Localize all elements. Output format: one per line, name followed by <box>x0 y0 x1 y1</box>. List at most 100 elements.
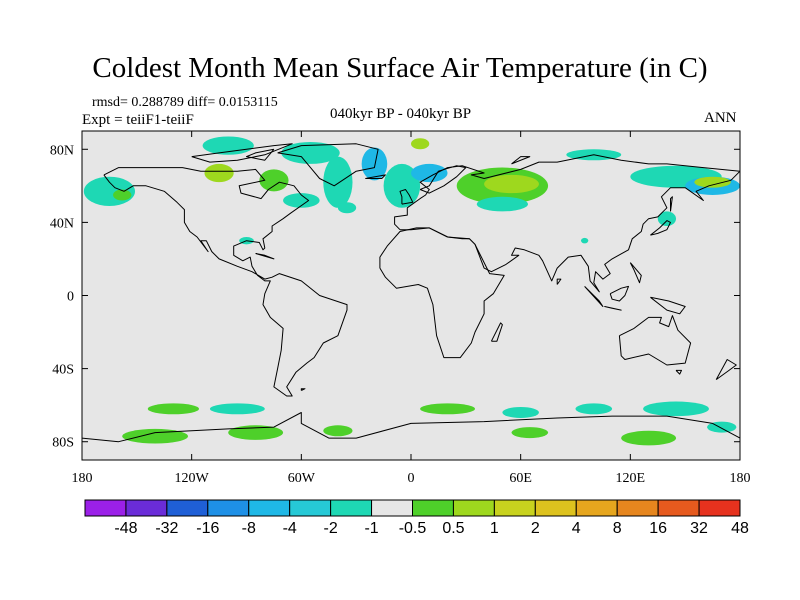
colorbar-swatch <box>698 499 741 517</box>
lon-tick-label: 0 <box>408 471 415 486</box>
colorbar-label: -2 <box>324 520 338 537</box>
coastline <box>103 167 348 397</box>
anomaly-patch <box>694 176 731 188</box>
colorbar-swatch <box>371 499 413 517</box>
anomaly-patch <box>147 403 199 415</box>
anomaly-patch <box>484 174 539 194</box>
colorbar-swatch <box>493 499 536 517</box>
coastline <box>490 322 503 342</box>
colorbar-swatch <box>616 499 659 517</box>
coastline <box>715 359 737 381</box>
anomaly-patch <box>580 237 589 244</box>
coastline <box>511 156 531 165</box>
anomaly-patch <box>420 403 475 415</box>
axis-ticks: 180 120W 60W 0 60E 120E 180 80N 40N 0 40S 80S <box>50 131 751 486</box>
anomaly-patch <box>337 202 357 214</box>
anomaly-patch <box>259 169 289 192</box>
anomaly-patch <box>228 425 284 440</box>
coastline <box>419 165 467 194</box>
colorbar-label: 2 <box>531 520 540 537</box>
colorbar-label: -8 <box>242 520 256 537</box>
anomaly-patch <box>204 163 234 183</box>
colorbar-swatch <box>412 499 454 517</box>
colorbar-label: 32 <box>690 520 708 537</box>
colorbar-label: 16 <box>649 520 667 537</box>
coastline <box>670 196 673 212</box>
colorbar-label: -48 <box>114 520 137 537</box>
colorbar-label: 4 <box>572 520 581 537</box>
anomaly-patch <box>113 189 132 201</box>
colorbar-label: -4 <box>283 520 297 537</box>
colorbar-swatch <box>575 499 618 517</box>
coastline <box>629 262 642 284</box>
coastline <box>246 148 275 161</box>
anomaly-patch <box>411 163 448 183</box>
lat-tick-label: 80N <box>50 143 74 158</box>
colorbar-swatch <box>248 499 291 517</box>
coastline <box>609 285 629 302</box>
colorbar-label: -32 <box>155 520 178 537</box>
colorbar-label: -1 <box>364 520 378 537</box>
coastline-layer <box>82 143 740 443</box>
colorbar-swatch <box>330 499 373 517</box>
coastline <box>604 306 622 311</box>
colorbar-swatch <box>657 499 700 517</box>
colorbar-label: -16 <box>196 520 219 537</box>
colorbar-label: -0.5 <box>399 520 427 537</box>
season-label: ANN <box>704 110 737 126</box>
colorbar-label: 8 <box>613 520 622 537</box>
lat-tick-label: 40S <box>52 363 74 378</box>
lat-tick-label: 0 <box>67 290 74 305</box>
colorbar-swatch <box>452 499 495 517</box>
experiment-line: Expt = teiiF1-teiiF <box>82 112 194 128</box>
coastline <box>300 388 306 391</box>
lon-tick-label: 180 <box>72 471 93 486</box>
colorbar-swatch <box>125 499 168 517</box>
anomaly-patch <box>323 425 353 437</box>
coastline <box>365 174 386 179</box>
anomaly-patch <box>643 401 709 417</box>
plot-title: Coldest Month Mean Surface Air Temperatu… <box>92 52 708 84</box>
anomaly-patch <box>575 403 613 415</box>
coastline <box>255 253 275 260</box>
colorbar-swatch <box>207 499 250 517</box>
anomaly-patch <box>502 406 539 418</box>
coastline <box>675 369 682 375</box>
anomaly-patch <box>476 196 528 212</box>
coastline <box>399 189 414 205</box>
stats-line: rmsd= 0.288789 diff= 0.0153115 <box>92 95 278 110</box>
anomaly-patch <box>283 193 320 208</box>
anomaly-patch <box>383 163 421 208</box>
coastline <box>650 296 686 315</box>
anomaly-patch <box>323 156 353 208</box>
coastline <box>277 143 379 187</box>
coastline <box>584 286 604 307</box>
anomaly-patch <box>657 211 677 227</box>
coastline <box>618 315 692 366</box>
lon-tick-label: 120W <box>175 471 210 486</box>
period-label: 040kyr BP - 040kyr BP <box>330 106 472 122</box>
coastline <box>650 220 671 236</box>
anomaly-layer <box>83 136 740 446</box>
anomaly-patch <box>621 430 677 446</box>
colorbar-label: 0.5 <box>442 520 464 537</box>
lon-tick-label: 60W <box>288 471 316 486</box>
lon-tick-label: 180 <box>730 471 751 486</box>
coastline <box>379 227 505 359</box>
coastline <box>82 412 740 443</box>
colorbar-swatch <box>166 499 209 517</box>
coastline <box>191 143 293 163</box>
anomaly-patch <box>511 427 549 439</box>
colorbar-swatch <box>534 499 577 517</box>
coastline <box>394 154 740 293</box>
anomaly-patch <box>361 147 388 181</box>
colorbar-swatch <box>289 499 332 517</box>
colorbar-label: 1 <box>490 520 499 537</box>
lat-tick-label: 80S <box>52 436 74 451</box>
anomaly-patch <box>122 428 189 444</box>
lon-tick-label: 120E <box>616 471 646 486</box>
lon-tick-label: 60E <box>509 471 532 486</box>
anomaly-patch <box>411 138 430 150</box>
anomaly-patch <box>209 403 265 415</box>
